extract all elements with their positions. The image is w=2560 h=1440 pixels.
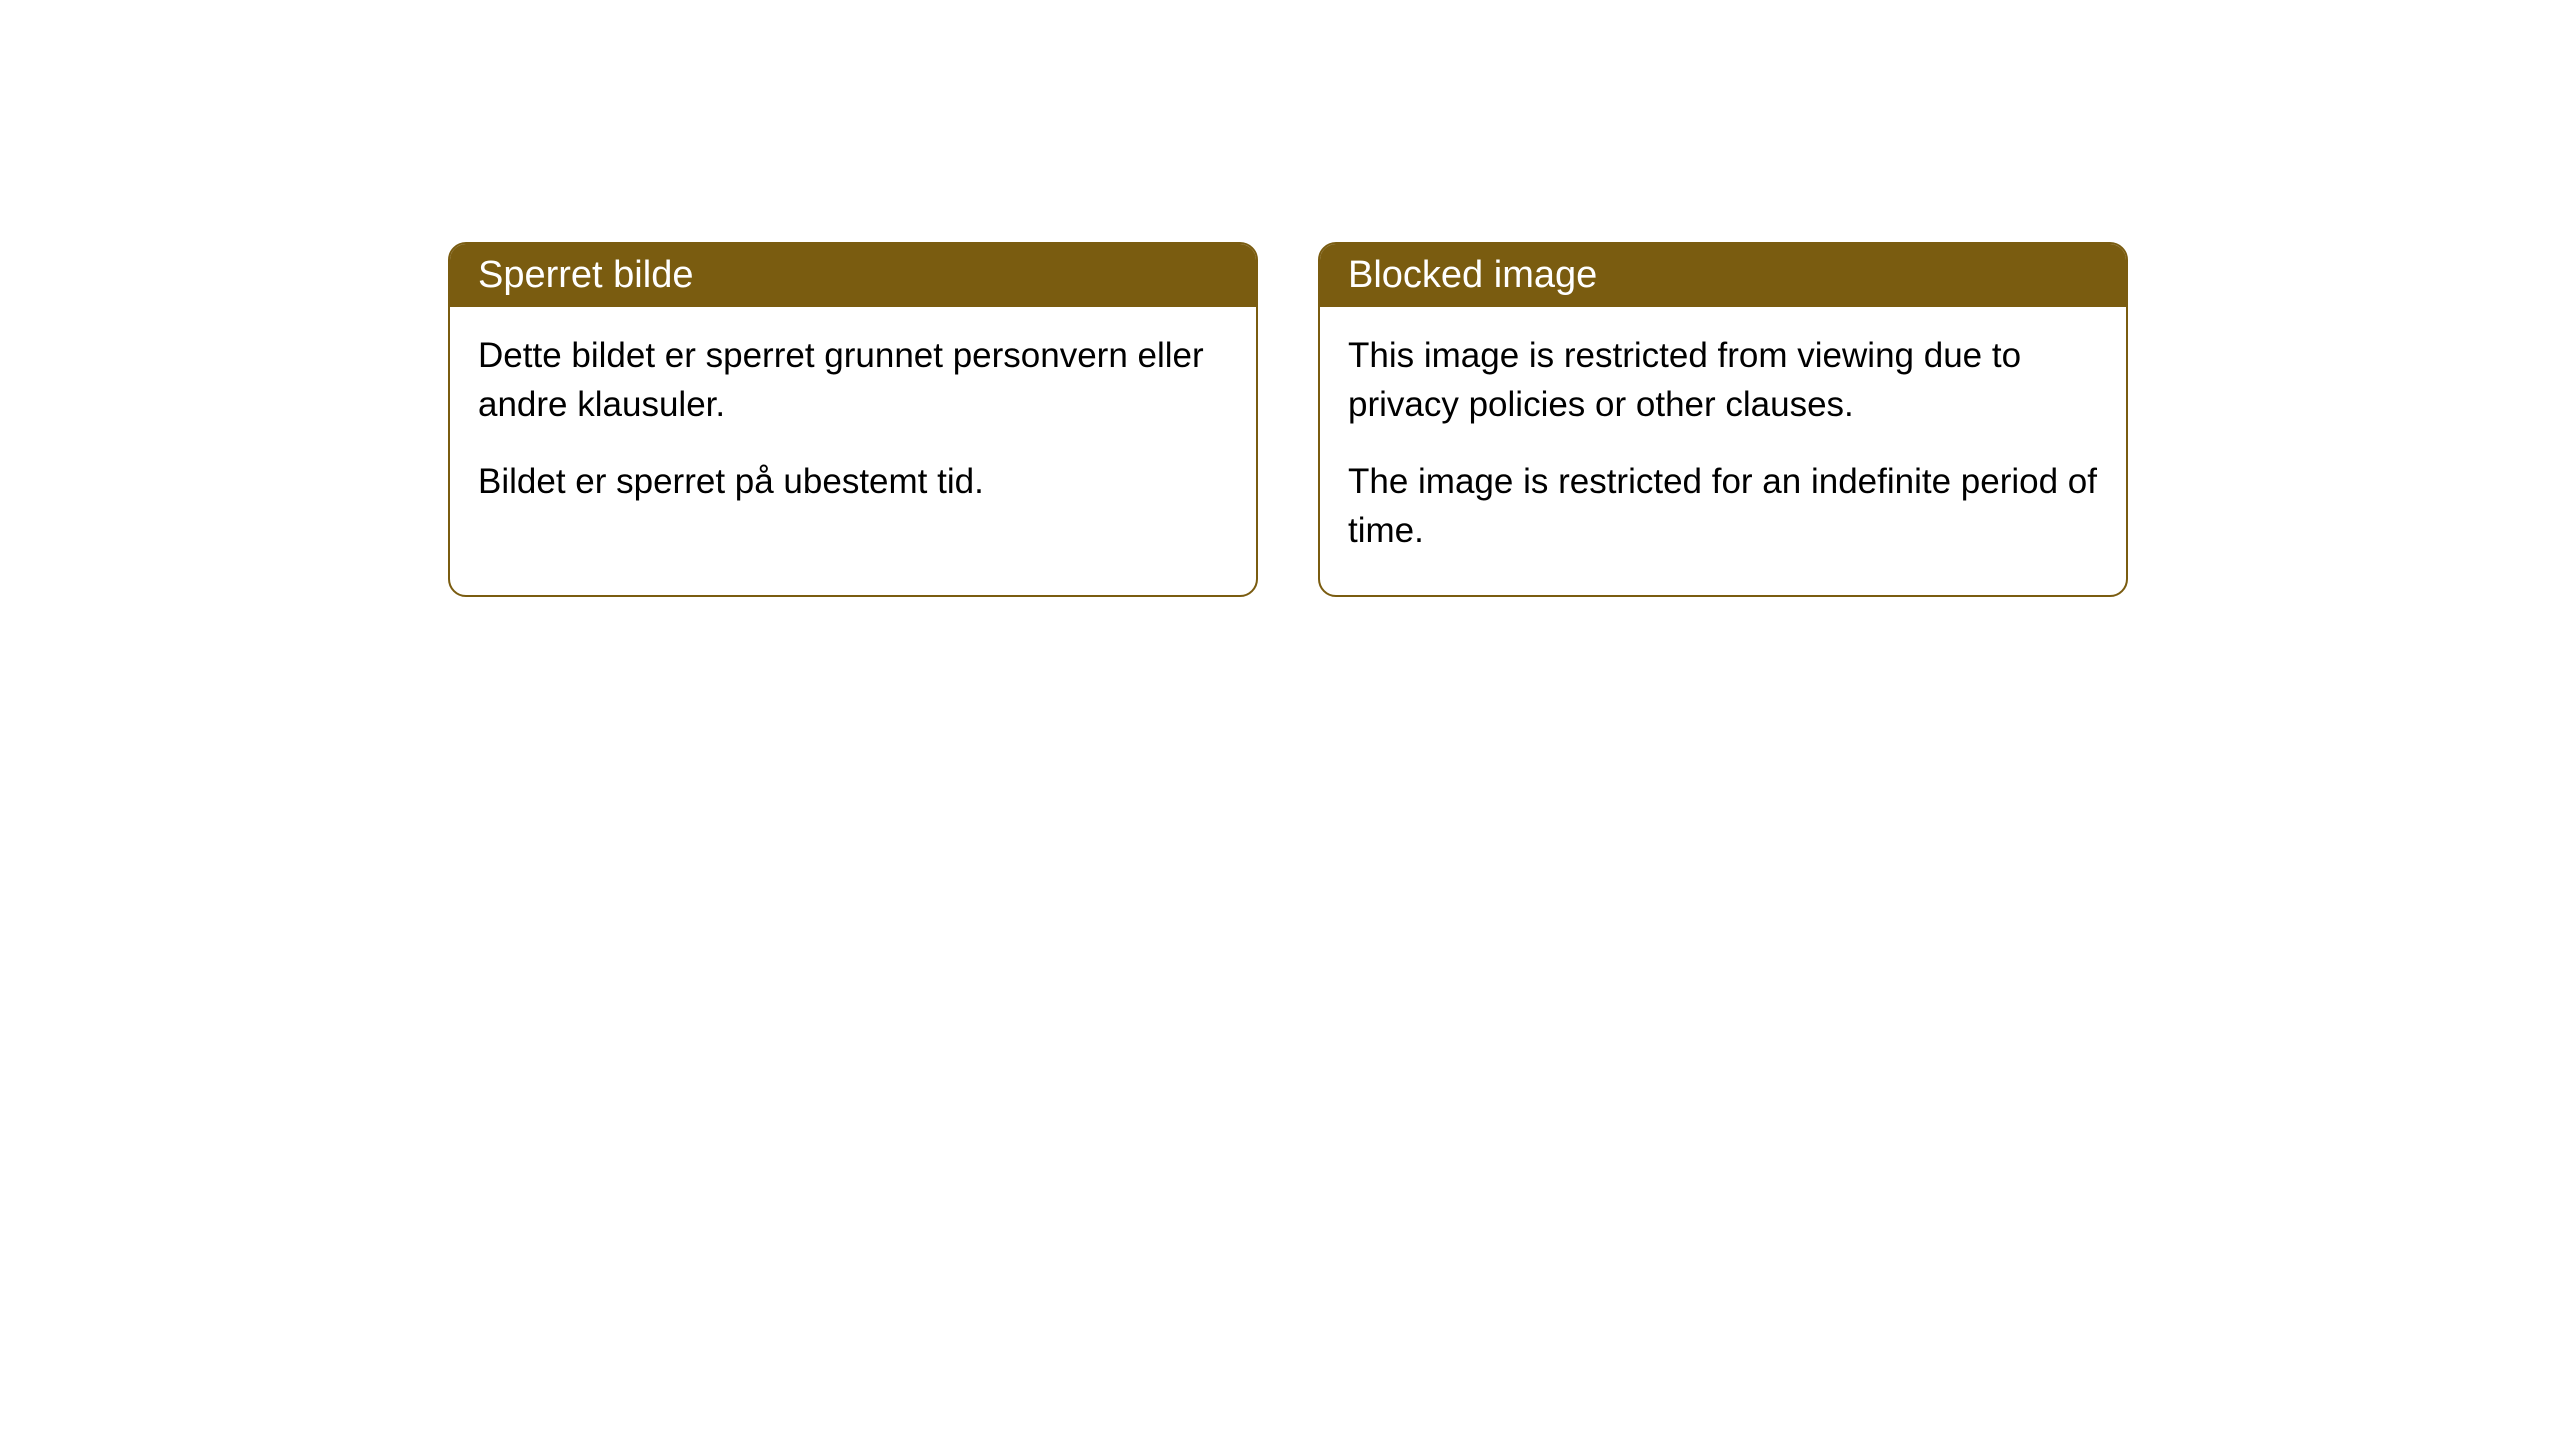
card-title: Blocked image [1348, 254, 1597, 296]
card-body-english: This image is restricted from viewing du… [1320, 307, 2126, 595]
blocked-image-card-norwegian: Sperret bilde Dette bildet er sperret gr… [448, 242, 1258, 597]
card-header-english: Blocked image [1320, 244, 2126, 307]
blocked-image-card-english: Blocked image This image is restricted f… [1318, 242, 2128, 597]
card-title: Sperret bilde [478, 254, 693, 296]
card-body-norwegian: Dette bildet er sperret grunnet personve… [450, 307, 1256, 546]
card-paragraph: Dette bildet er sperret grunnet personve… [478, 331, 1228, 429]
notice-cards-container: Sperret bilde Dette bildet er sperret gr… [0, 0, 2560, 597]
card-paragraph: Bildet er sperret på ubestemt tid. [478, 457, 1228, 506]
card-paragraph: This image is restricted from viewing du… [1348, 331, 2098, 429]
card-paragraph: The image is restricted for an indefinit… [1348, 457, 2098, 555]
card-header-norwegian: Sperret bilde [450, 244, 1256, 307]
